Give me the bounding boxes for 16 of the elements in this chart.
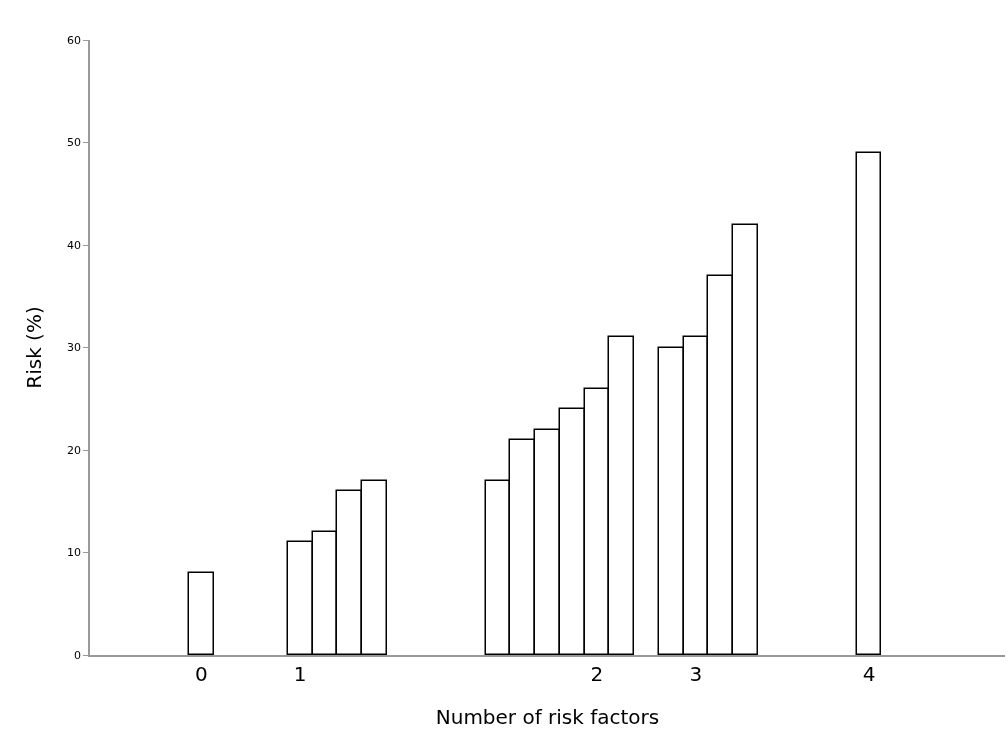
y-tick-label: 0 xyxy=(74,648,82,662)
y-axis-title: Risk (%) xyxy=(22,306,47,389)
x-tick-label: 4 xyxy=(862,661,876,686)
x-tick-label: 0 xyxy=(194,661,208,686)
bar xyxy=(855,151,881,655)
y-tick-label: 50 xyxy=(67,136,82,150)
y-tick-label: 20 xyxy=(67,443,82,457)
y-tick-label: 40 xyxy=(67,238,82,252)
x-tick-label: 2 xyxy=(590,661,604,686)
y-tick-label: 30 xyxy=(67,341,82,355)
bar xyxy=(187,571,214,655)
y-tick-label: 10 xyxy=(67,546,82,560)
x-axis-title: Number of risk factors xyxy=(435,704,660,729)
x-tick-label: 1 xyxy=(293,661,307,686)
y-tick-label: 60 xyxy=(67,33,82,47)
x-tick-label: 3 xyxy=(689,661,703,686)
